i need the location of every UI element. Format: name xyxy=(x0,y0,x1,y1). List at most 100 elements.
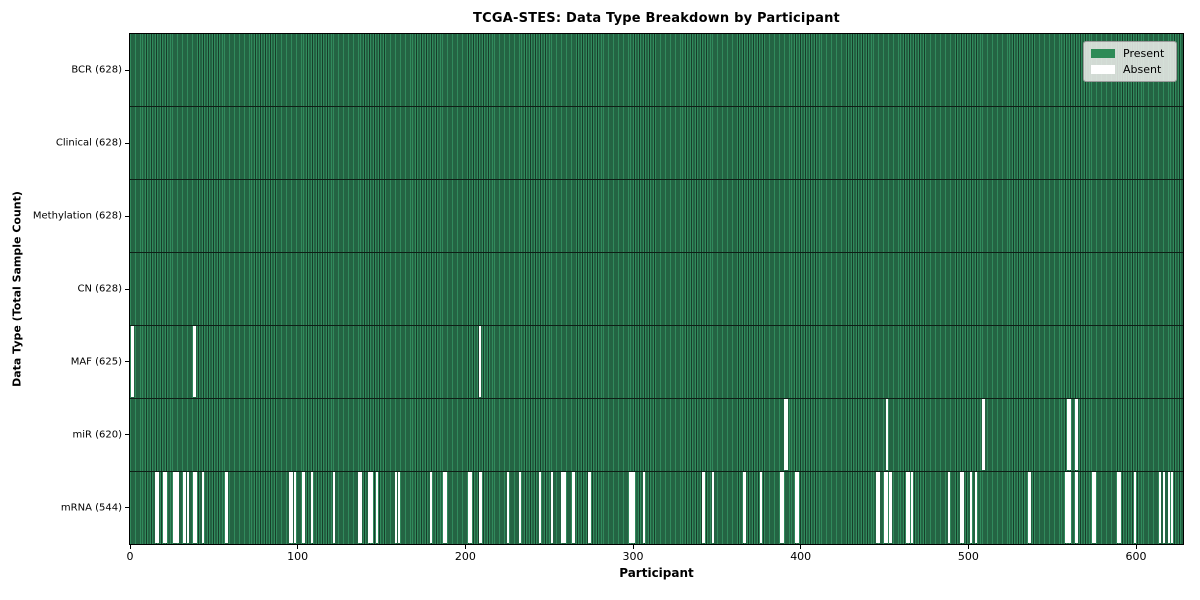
absent-stripe xyxy=(1092,472,1095,544)
absent-stripe xyxy=(538,472,542,544)
absent-stripe xyxy=(701,472,704,544)
absent-stripe xyxy=(290,472,293,544)
absent-stripe xyxy=(444,472,448,544)
chart-title: TCGA-STES: Data Type Breakdown by Partic… xyxy=(473,11,840,26)
absent-stripe xyxy=(186,472,189,544)
absent-stripe xyxy=(875,472,879,544)
absent-stripe xyxy=(1119,472,1122,544)
absent-stripe xyxy=(394,472,397,544)
y-tick-mark xyxy=(125,215,129,217)
x-tick-mark xyxy=(297,545,299,549)
x-tick-label: 600 xyxy=(1125,550,1147,563)
absent-stripe xyxy=(642,472,646,544)
absent-stripe xyxy=(201,472,205,544)
y-tick-label: BCR (628) xyxy=(71,64,122,76)
absent-stripe xyxy=(1134,472,1137,544)
legend-item: Absent xyxy=(1091,64,1169,75)
absent-swatch xyxy=(1091,64,1115,74)
absent-stripe xyxy=(885,399,889,471)
absent-stripe xyxy=(1075,472,1078,544)
absent-stripe xyxy=(632,472,635,544)
y-tick-label: mRNA (544) xyxy=(60,502,122,514)
y-tick-mark xyxy=(125,434,129,436)
absent-stripe xyxy=(907,472,910,544)
legend-label: Absent xyxy=(1123,62,1162,76)
absent-stripe xyxy=(1067,399,1070,471)
absent-stripe xyxy=(478,326,481,398)
absent-stripe xyxy=(560,472,563,544)
absent-stripe xyxy=(398,472,401,544)
absent-stripe xyxy=(176,472,179,544)
absent-stripe xyxy=(195,472,198,544)
plot-area xyxy=(129,33,1184,545)
absent-stripe xyxy=(225,472,228,544)
absent-stripe xyxy=(507,472,510,544)
absent-stripe xyxy=(969,472,973,544)
x-tick-mark xyxy=(464,545,466,549)
absent-stripe xyxy=(974,472,978,544)
absent-stripe xyxy=(1162,472,1165,544)
absent-stripe xyxy=(1159,472,1162,544)
absent-stripe xyxy=(983,399,986,471)
absent-stripe xyxy=(289,472,292,544)
absent-stripe xyxy=(310,472,314,544)
absent-stripe xyxy=(629,472,632,544)
absent-stripe xyxy=(156,472,159,544)
absent-stripe xyxy=(131,326,134,398)
absent-stripe xyxy=(1068,399,1071,471)
absent-stripe xyxy=(376,472,379,544)
absent-stripe xyxy=(587,472,590,544)
x-tick-mark xyxy=(129,545,131,549)
absent-stripe xyxy=(518,472,521,544)
x-tick-label: 100 xyxy=(287,550,309,563)
absent-stripe xyxy=(631,472,634,544)
y-tick-mark xyxy=(125,507,129,509)
absent-stripe xyxy=(877,472,880,544)
legend-label: Present xyxy=(1123,47,1165,61)
absent-stripe xyxy=(711,472,714,544)
absent-stripe xyxy=(797,472,800,544)
absent-stripe xyxy=(154,472,158,544)
x-tick-mark xyxy=(800,545,802,549)
absent-stripe xyxy=(911,472,914,544)
y-tick-mark xyxy=(125,69,129,71)
absent-stripe xyxy=(780,472,783,544)
absent-stripe xyxy=(332,472,335,544)
absent-stripe xyxy=(1068,472,1071,544)
absent-stripe xyxy=(885,472,889,544)
absent-stripe xyxy=(193,326,196,398)
absent-stripe xyxy=(359,472,362,544)
absent-stripe xyxy=(760,472,763,544)
absent-stripe xyxy=(782,472,785,544)
absent-stripe xyxy=(703,472,706,544)
y-tick-label: MAF (625) xyxy=(70,356,122,368)
absent-stripe xyxy=(302,472,305,544)
x-tick-label: 500 xyxy=(957,550,979,563)
absent-stripe xyxy=(889,472,892,544)
x-axis-label: Participant xyxy=(619,566,694,580)
absent-stripe xyxy=(193,472,196,544)
absent-stripe xyxy=(948,472,951,544)
legend-item: Present xyxy=(1091,48,1169,59)
x-tick-mark xyxy=(1135,545,1137,549)
x-tick-label: 0 xyxy=(126,550,134,563)
absent-stripe xyxy=(294,472,297,544)
absent-stripe xyxy=(981,399,984,471)
absent-stripe xyxy=(884,472,887,544)
absent-stripe xyxy=(1171,472,1174,544)
absent-stripe xyxy=(443,472,446,544)
absent-stripe xyxy=(470,472,473,544)
absent-stripe xyxy=(572,472,575,544)
absent-stripe xyxy=(429,472,433,544)
x-tick-label: 200 xyxy=(454,550,476,563)
y-tick-mark xyxy=(125,142,129,144)
absent-stripe xyxy=(1067,472,1070,544)
absent-stripe xyxy=(163,472,166,544)
absent-stripe xyxy=(183,472,186,544)
absent-stripe xyxy=(175,472,178,544)
absent-stripe xyxy=(478,472,481,544)
absent-stripe xyxy=(1167,472,1170,544)
x-tick-mark xyxy=(632,545,634,549)
absent-stripe xyxy=(1093,472,1097,544)
absent-stripe xyxy=(164,472,168,544)
